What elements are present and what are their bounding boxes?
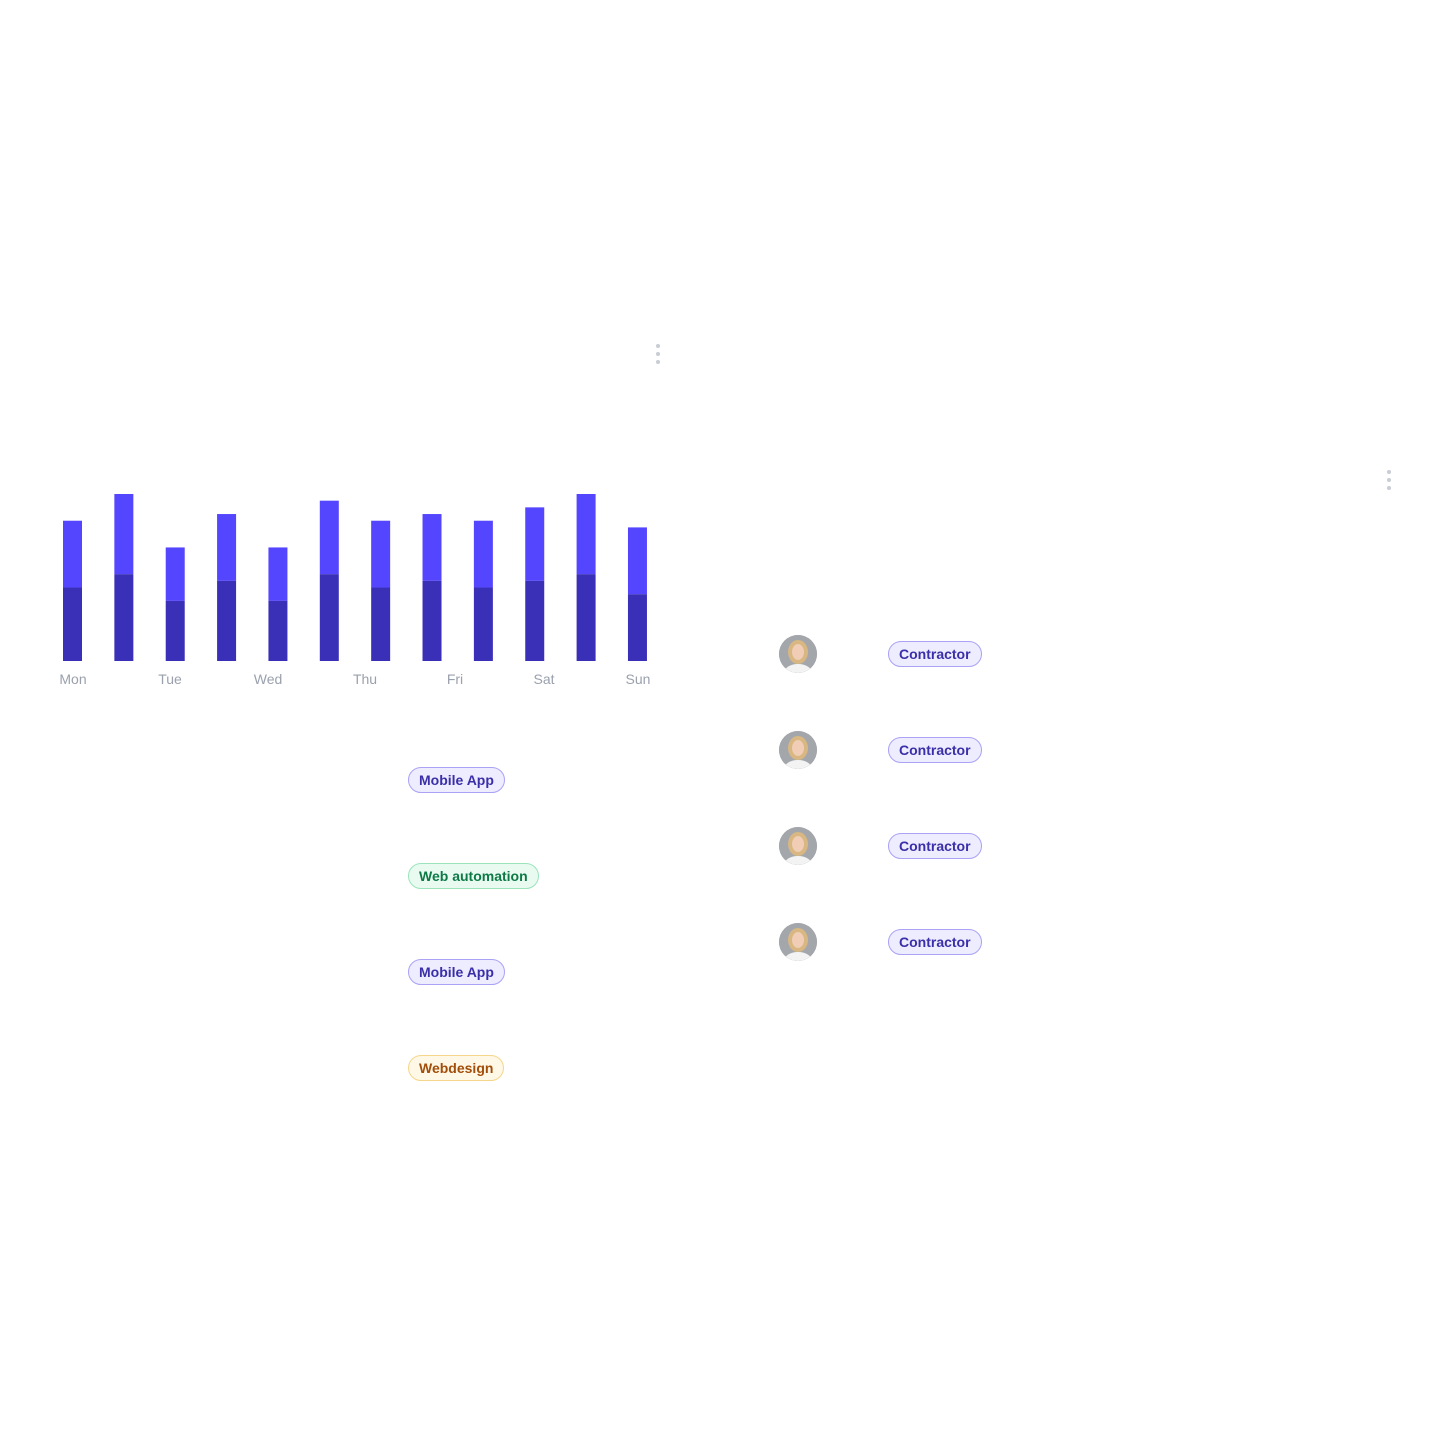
- stacked-bar-chart: [63, 494, 647, 661]
- bar-top-segment: [627, 527, 647, 595]
- x-tick-label: Sun: [625, 671, 651, 687]
- person-photo-icon: [779, 635, 817, 673]
- bar-top-segment: [576, 494, 596, 575]
- x-tick-label: Wed: [253, 671, 283, 687]
- x-tick-label: Thu: [352, 671, 378, 687]
- bar-top-segment: [268, 547, 288, 601]
- role-badge: Contractor: [888, 737, 982, 763]
- project-tag: Webdesign: [408, 1055, 505, 1081]
- role-badge: Contractor: [888, 929, 982, 955]
- bar-bottom-segment: [473, 587, 493, 661]
- avatar[interactable]: [779, 635, 817, 673]
- chart-menu-button[interactable]: [655, 344, 661, 364]
- bar-bottom-segment: [114, 574, 134, 661]
- project-tag: Mobile App: [408, 767, 505, 793]
- avatar[interactable]: [779, 923, 817, 961]
- x-tick-label: Mon: [59, 671, 87, 687]
- bar-top-segment: [319, 500, 339, 575]
- bar-bottom-segment: [627, 594, 647, 661]
- x-tick-label: Fri: [446, 671, 464, 687]
- bar-bottom-segment: [165, 600, 185, 661]
- bar-bottom-segment: [63, 587, 82, 661]
- dot: [1387, 470, 1391, 474]
- bar-top-segment: [422, 514, 442, 581]
- person-photo-icon: [779, 923, 817, 961]
- bar-top-segment: [217, 514, 237, 581]
- bar-top-segment: [63, 520, 82, 588]
- bar-top-segment: [473, 520, 493, 588]
- bar-bottom-segment: [422, 580, 442, 661]
- bar-bottom-segment: [217, 580, 237, 661]
- project-tag: Web automation: [408, 863, 539, 889]
- dot: [656, 352, 660, 356]
- role-badge: Contractor: [888, 641, 982, 667]
- person-photo-icon: [779, 827, 817, 865]
- avatar[interactable]: [779, 731, 817, 769]
- person-photo-icon: [779, 731, 817, 769]
- x-tick-label: Sat: [533, 671, 555, 687]
- dot: [656, 344, 660, 348]
- bar-top-segment: [371, 520, 391, 588]
- dot: [1387, 478, 1391, 482]
- bar-bottom-segment: [576, 574, 596, 661]
- project-tag: Mobile App: [408, 959, 505, 985]
- bar-bottom-segment: [268, 600, 288, 661]
- bar-top-segment: [525, 507, 545, 581]
- avatar[interactable]: [779, 827, 817, 865]
- dot: [1387, 486, 1391, 490]
- bar-bottom-segment: [319, 574, 339, 661]
- bar-top-segment: [114, 494, 134, 575]
- x-tick-label: Tue: [158, 671, 182, 687]
- bar-top-segment: [165, 547, 185, 601]
- bar-bottom-segment: [371, 587, 391, 661]
- dot: [656, 360, 660, 364]
- team-menu-button[interactable]: [1386, 470, 1392, 490]
- bar-bottom-segment: [525, 580, 545, 661]
- role-badge: Contractor: [888, 833, 982, 859]
